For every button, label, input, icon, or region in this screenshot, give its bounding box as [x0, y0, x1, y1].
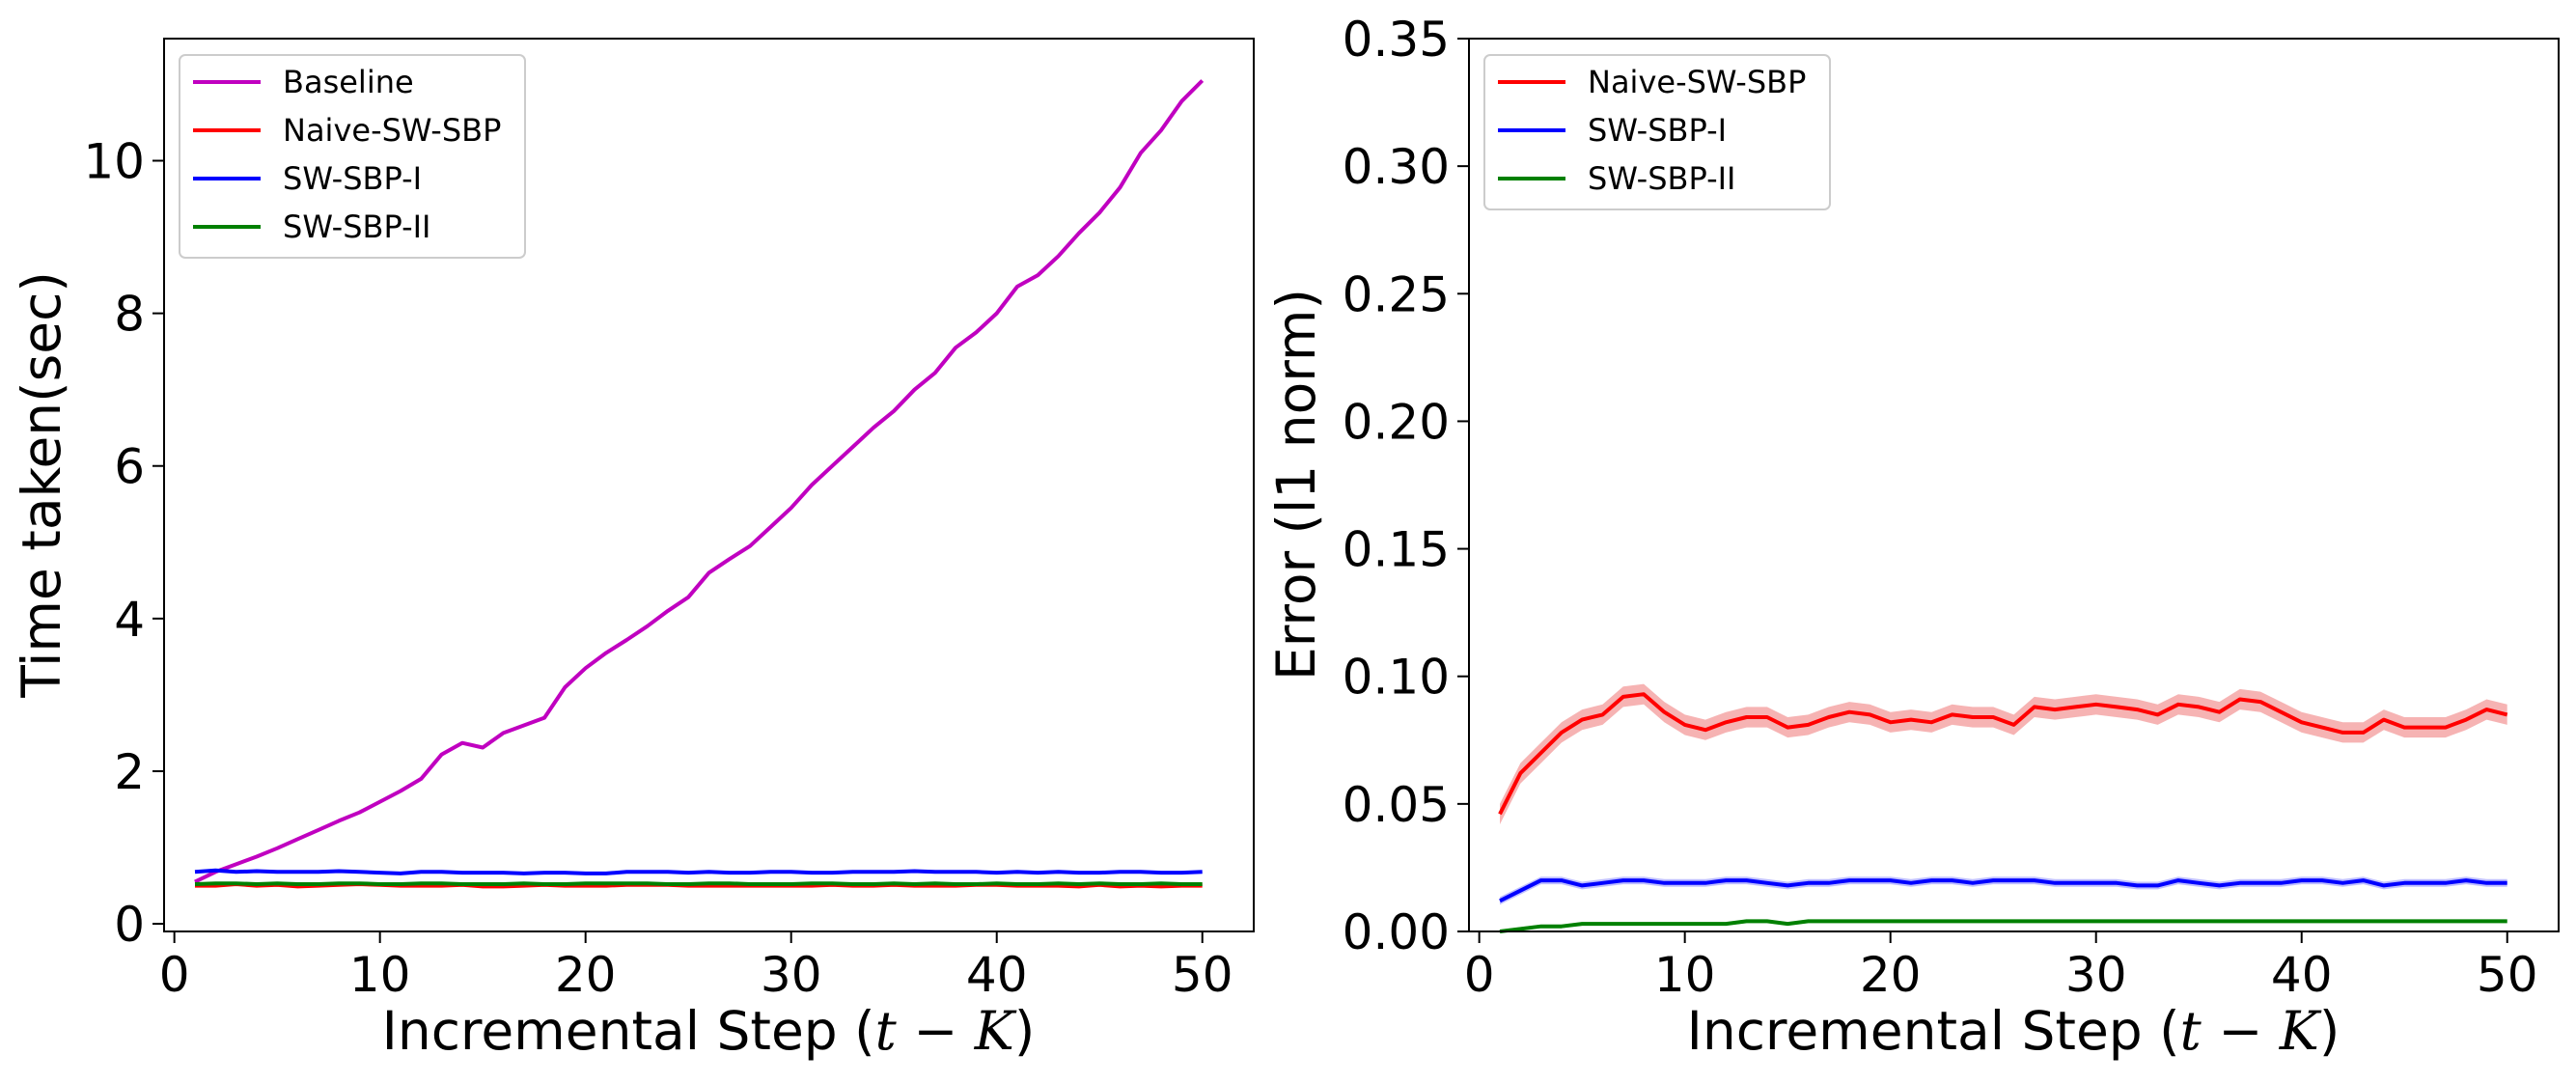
error-chart-x-ticks: 0 10 20 30 40 50 — [1464, 931, 2538, 1003]
time-chart-baseline-line — [194, 79, 1205, 884]
error-chart-series — [1498, 683, 2508, 933]
time-chart-frame — [163, 38, 1255, 932]
error-chart: 0 10 20 30 40 50 0.00 0.05 0.10 0.15 0.20 0.25 0.30… — [1265, 12, 2560, 1062]
time-chart-series — [194, 79, 1205, 889]
error-chart-legend: Naive-SW-SBP SW-SBP-I SW-SBP-II — [1483, 54, 1831, 210]
time-chart-legend-label-sw-sbp-i: SW-SBP-I — [283, 160, 422, 197]
error-chart-y-tick-label: 0.25 — [1343, 266, 1450, 322]
time-chart-y-tick-label: 0 — [114, 897, 145, 953]
error-chart-x-axis-label: Incremental Step (t − K) — [1687, 1000, 2341, 1062]
error-chart-legend-label-naive-sw-sbp: Naive-SW-SBP — [1588, 64, 1806, 100]
error-chart-y-axis-label: Error (l1 norm) — [1265, 289, 1327, 680]
error-chart-y-tick-label: 0.20 — [1343, 394, 1450, 450]
time-chart-x-ticks: 0 10 20 30 40 50 — [159, 931, 1233, 1003]
time-chart-legend-box — [179, 54, 526, 259]
time-chart-sw-sbp-i-line — [194, 868, 1203, 875]
error-chart-y-tick-label: 0.15 — [1343, 522, 1450, 578]
time-chart-legend-label-baseline: Baseline — [283, 64, 414, 100]
error-chart-x-tick-label: 20 — [1860, 947, 1922, 1003]
time-chart-x-tick-label: 40 — [966, 947, 1028, 1003]
time-chart-x-axis-label: Incremental Step (t − K) — [382, 1000, 1036, 1062]
error-chart-legend-label-sw-sbp-ii: SW-SBP-II — [1588, 160, 1735, 197]
time-chart-legend: Baseline Naive-SW-SBP SW-SBP-I SW-SBP-II — [179, 54, 526, 259]
time-chart-x-tick-label: 30 — [761, 947, 822, 1003]
time-chart-x-tick-label: 0 — [159, 947, 190, 1003]
error-chart-frame — [1468, 38, 2560, 932]
time-chart-x-tick-label: 50 — [1172, 947, 1233, 1003]
time-chart-y-axis-label: Time taken(sec) — [11, 271, 72, 699]
error-chart-x-tick-label: 50 — [2477, 947, 2538, 1003]
error-chart-x-tick-label: 40 — [2271, 947, 2333, 1003]
error-chart-sw-sbp-i-line — [1499, 878, 2507, 903]
time-chart-y-tick-label: 6 — [114, 439, 145, 495]
time-chart-x-tick-label: 10 — [349, 947, 411, 1003]
error-chart-y-tick-label: 0.30 — [1343, 139, 1450, 195]
error-chart-legend-box — [1483, 54, 1831, 210]
error-chart-y-ticks: 0.00 0.05 0.10 0.15 0.20 0.25 0.30 0.35 — [1343, 12, 1469, 960]
error-chart-naive-sw-sbp-band — [1500, 683, 2507, 824]
error-chart-y-tick-label: 0.05 — [1343, 777, 1450, 833]
error-chart-legend-label-sw-sbp-i: SW-SBP-I — [1588, 112, 1727, 149]
time-chart-legend-label-sw-sbp-ii: SW-SBP-II — [283, 208, 430, 245]
error-chart-y-tick-label: 0.10 — [1343, 650, 1450, 706]
time-chart-y-tick-label: 10 — [83, 133, 145, 189]
time-chart-y-tick-label: 8 — [114, 287, 145, 343]
error-chart-x-tick-label: 10 — [1654, 947, 1716, 1003]
error-chart-naive-sw-sbp-line — [1498, 692, 2508, 816]
error-chart-sw-sbp-ii-line — [1499, 919, 2507, 933]
error-chart-x-tick-label: 30 — [2065, 947, 2127, 1003]
time-chart: 0 10 20 30 40 50 0 2 4 6 8 10 Incremental Step (t … — [11, 38, 1255, 1062]
time-chart-legend-label-naive-sw-sbp: Naive-SW-SBP — [283, 112, 501, 149]
time-chart-y-tick-label: 4 — [114, 592, 145, 648]
error-chart-y-tick-label: 0.35 — [1343, 12, 1450, 68]
error-chart-y-tick-label: 0.00 — [1343, 904, 1450, 960]
time-chart-y-tick-label: 2 — [114, 744, 145, 800]
error-chart-x-tick-label: 0 — [1464, 947, 1495, 1003]
time-chart-x-tick-label: 20 — [555, 947, 617, 1003]
time-chart-sw-sbp-ii-line — [194, 881, 1203, 886]
time-chart-y-ticks: 0 2 4 6 8 10 — [83, 133, 164, 953]
